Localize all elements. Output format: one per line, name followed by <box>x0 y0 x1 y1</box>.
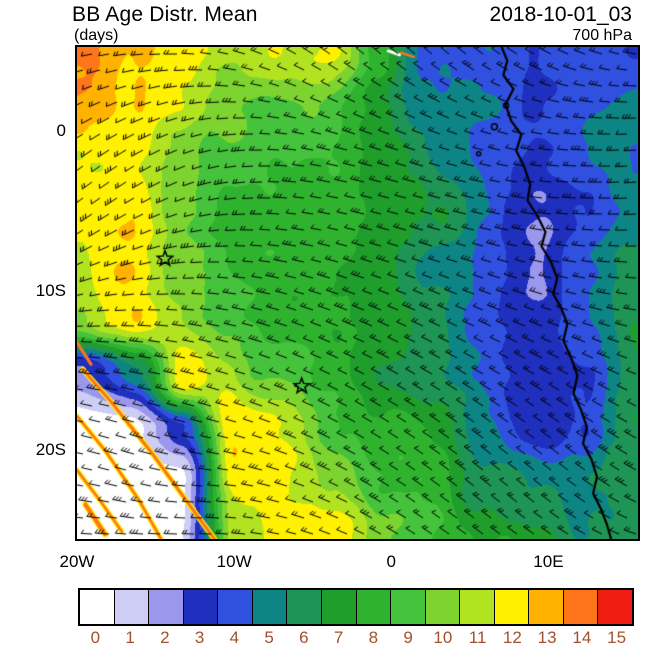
colorbar-cell-3 <box>183 590 218 624</box>
colorbar-tick-label: 7 <box>333 628 344 647</box>
colorbar-tick-label: 12 <box>502 628 522 647</box>
colorbar <box>78 588 634 626</box>
x-axis-tick-label: 0 <box>386 552 397 571</box>
x-axis-tick-label: 20W <box>59 552 95 571</box>
colorbar-cell-12 <box>494 590 529 624</box>
y-axis-tick-label: 10S <box>35 280 66 300</box>
colorbar-cell-7 <box>321 590 356 624</box>
colorbar-cell-2 <box>149 590 183 624</box>
x-axis-tick-label: 10E <box>533 552 564 571</box>
colorbar-cell-0 <box>80 590 114 624</box>
y-axis-tick-label: 20S <box>35 439 66 459</box>
colorbar-tick-label: 3 <box>194 628 205 647</box>
x-axis-tick-label: 10W <box>216 552 252 571</box>
colorbar-cell-14 <box>563 590 598 624</box>
map-canvas <box>77 47 638 539</box>
colorbar-cell-13 <box>529 590 563 624</box>
colorbar-tick-label: 13 <box>537 628 557 647</box>
plot-datetime: 2018-10-01_03 <box>489 3 632 26</box>
colorbar-tick-label: 8 <box>368 628 379 647</box>
plot-pressure-level: 700 hPa <box>572 27 632 44</box>
colorbar-tick-label: 11 <box>468 628 487 647</box>
colorbar-tick-label: 9 <box>403 628 413 647</box>
colorbar-tick-label: 4 <box>229 628 240 647</box>
plot-title: BB Age Distr. Mean <box>72 3 258 26</box>
colorbar-cell-11 <box>460 590 494 624</box>
colorbar-cell-5 <box>252 590 287 624</box>
colorbar-cell-15 <box>598 590 632 624</box>
colorbar-cell-1 <box>114 590 149 624</box>
colorbar-tick-label: 1 <box>125 628 135 647</box>
colorbar-tick-label: 6 <box>299 628 309 647</box>
colorbar-cell-8 <box>356 590 391 624</box>
y-axis-tick-label: 0 <box>56 121 66 141</box>
colorbar-tick-label: 5 <box>264 628 274 647</box>
colorbar-tick-label: 15 <box>607 628 627 647</box>
plot-units-label: (days) <box>74 27 119 44</box>
colorbar-cell-10 <box>425 590 460 624</box>
colorbar-labels: 0 1 2 3 4 5 6 7 8 9 10 11 12 13 14 15 <box>78 628 634 648</box>
colorbar-cell-9 <box>391 590 425 624</box>
colorbar-cell-6 <box>287 590 321 624</box>
colorbar-tick-label: 0 <box>90 628 101 647</box>
map-frame <box>75 45 640 541</box>
colorbar-tick-label: 14 <box>572 628 592 647</box>
colorbar-tick-label: 10 <box>433 628 453 647</box>
colorbar-tick-label: 2 <box>160 628 170 647</box>
colorbar-cell-4 <box>218 590 252 624</box>
